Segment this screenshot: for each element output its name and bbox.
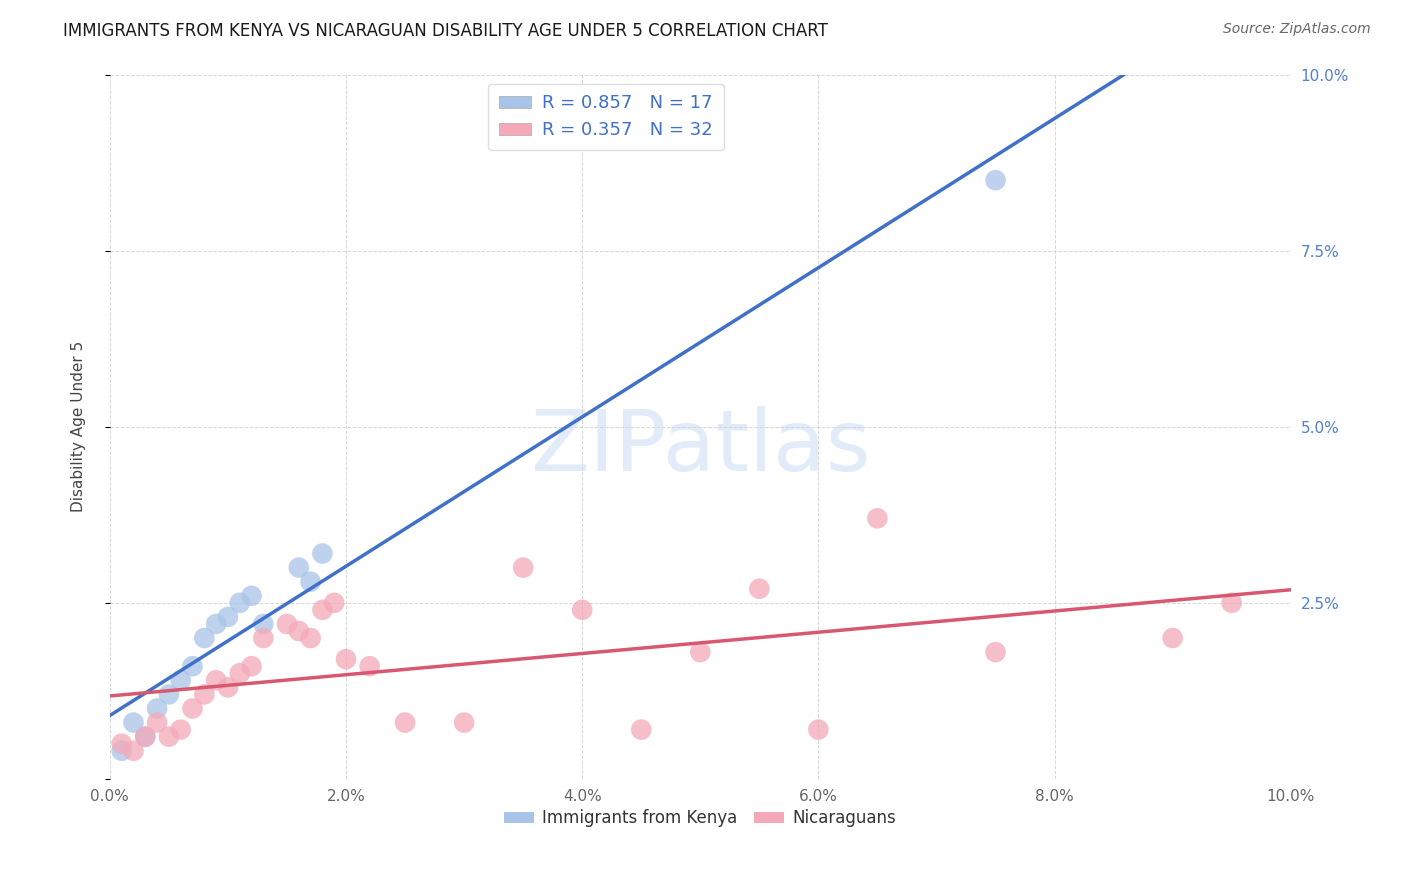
Point <box>146 701 169 715</box>
Point <box>157 730 180 744</box>
Point <box>170 723 193 737</box>
Point <box>571 603 593 617</box>
Point <box>157 687 180 701</box>
Point <box>240 589 263 603</box>
Point <box>205 673 228 688</box>
Point <box>193 687 215 701</box>
Point <box>323 596 346 610</box>
Point <box>335 652 357 666</box>
Point <box>240 659 263 673</box>
Point <box>311 603 333 617</box>
Point <box>866 511 889 525</box>
Point <box>299 631 322 645</box>
Point <box>807 723 830 737</box>
Point <box>288 624 311 638</box>
Point <box>984 645 1007 659</box>
Point <box>394 715 416 730</box>
Point <box>229 596 252 610</box>
Point <box>170 673 193 688</box>
Point <box>984 173 1007 187</box>
Point <box>111 744 134 758</box>
Point <box>181 701 204 715</box>
Point <box>252 616 274 631</box>
Legend: Immigrants from Kenya, Nicaraguans: Immigrants from Kenya, Nicaraguans <box>498 803 903 834</box>
Point <box>288 560 311 574</box>
Point <box>122 715 145 730</box>
Point <box>229 666 252 681</box>
Text: IMMIGRANTS FROM KENYA VS NICARAGUAN DISABILITY AGE UNDER 5 CORRELATION CHART: IMMIGRANTS FROM KENYA VS NICARAGUAN DISA… <box>63 22 828 40</box>
Point <box>193 631 215 645</box>
Point <box>748 582 770 596</box>
Point <box>111 737 134 751</box>
Point <box>1161 631 1184 645</box>
Point <box>134 730 156 744</box>
Point <box>217 681 239 695</box>
Text: ZIPatlas: ZIPatlas <box>530 407 870 490</box>
Y-axis label: Disability Age Under 5: Disability Age Under 5 <box>72 341 86 512</box>
Point <box>146 715 169 730</box>
Point <box>276 616 298 631</box>
Point <box>512 560 534 574</box>
Point <box>1220 596 1243 610</box>
Point <box>689 645 711 659</box>
Text: Source: ZipAtlas.com: Source: ZipAtlas.com <box>1223 22 1371 37</box>
Point <box>217 610 239 624</box>
Point <box>630 723 652 737</box>
Point <box>134 730 156 744</box>
Point <box>181 659 204 673</box>
Point <box>122 744 145 758</box>
Point <box>205 616 228 631</box>
Point <box>453 715 475 730</box>
Point <box>359 659 381 673</box>
Point <box>311 547 333 561</box>
Point <box>252 631 274 645</box>
Point <box>299 574 322 589</box>
